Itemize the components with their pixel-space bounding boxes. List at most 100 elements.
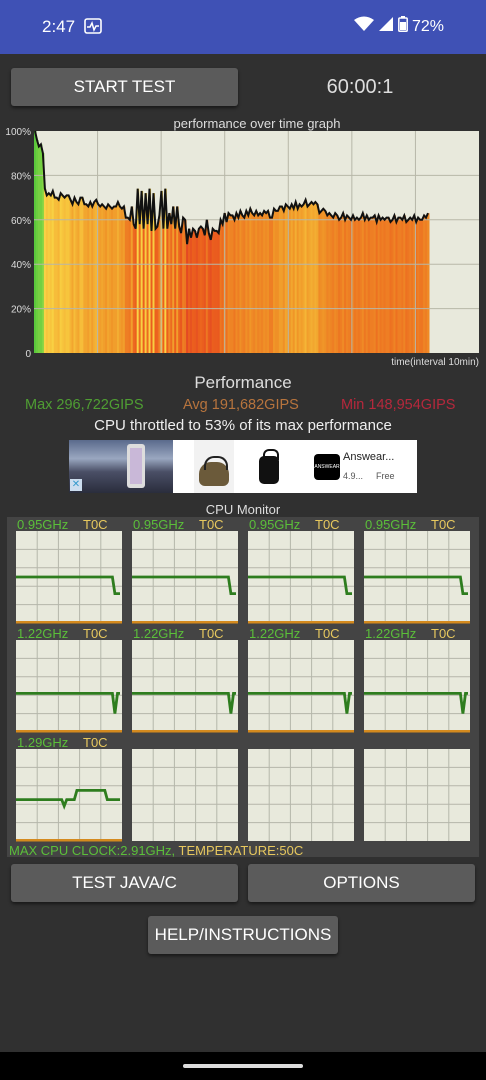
graph-bar [120,208,124,353]
graph-bar [113,206,116,353]
graph-bar [290,204,294,353]
graph-bar [199,226,203,353]
graph-bar [164,188,167,353]
graph-bar [409,217,412,353]
graph-bar [276,210,280,353]
cpu-core-temp: T0C [315,517,340,532]
graph-bar [326,215,329,353]
graph-bar [83,204,86,353]
graph-bar [243,217,246,353]
home-gesture-handle[interactable] [183,1064,303,1068]
y-tick-label: 0 [25,349,31,360]
cpu-core-temp: T0C [83,517,108,532]
graph-bar [192,228,195,353]
graph-bar [302,204,306,353]
cpu-core-graph [132,749,238,841]
graph-bar [237,217,240,353]
navigation-bar [0,1052,486,1080]
graph-bar [427,213,430,353]
cpu-frequency-trace [16,692,120,714]
graph-title: performance over time graph [173,116,341,131]
graph-bar [150,230,154,353]
graph-bar [393,215,396,353]
timer-display: 60:00:1 [326,76,394,98]
ad-app-logo[interactable]: ANSWEAR [314,454,340,480]
graph-bar [363,219,367,353]
graph-bar [99,206,102,353]
graph-bar [401,219,404,353]
test-java-c-button[interactable]: TEST JAVA/C [11,864,238,902]
graph-bar [308,204,312,353]
graph-bar [312,204,315,353]
cpu-frequency-trace [16,575,120,595]
status-bar: 2:47 72% [0,0,486,54]
graph-bar [259,213,262,353]
graph-bar [43,188,47,353]
graph-bar [261,215,264,353]
graph-bar [69,199,73,353]
graph-bar [330,215,333,353]
graph-bar [251,213,254,353]
cpu-core-frequency: 0.95GHz [133,517,184,532]
cpu-frequency-trace [132,575,236,595]
cpu-core-frequency: 0.95GHz [249,517,300,532]
graph-bar [93,202,96,353]
graph-bar [282,210,286,353]
graph-bar [377,215,381,353]
graph-bar [357,219,361,353]
ad-city-image[interactable]: ✕ [69,440,173,493]
graph-bar [190,237,193,353]
help-instructions-button[interactable]: HELP/INSTRUCTIONS [148,916,338,954]
start-test-button[interactable]: START TEST [11,68,238,106]
graph-bar [35,139,39,353]
graph-bar [142,228,146,353]
pulse-icon [84,18,102,39]
graph-bar [188,228,191,353]
cpu-core-temp: T0C [199,517,224,532]
ad-backpack-image[interactable] [255,446,283,486]
graph-bar [152,193,155,353]
graph-bar [310,202,313,353]
ad-banner[interactable]: ✕ ANSWEAR Answear... 4.9... Free [69,440,417,493]
cpu-core-frequency: 1.22GHz [249,626,300,641]
graph-bar [134,228,138,353]
graph-bar [59,193,63,353]
max-stat: Max 296,722GIPS [25,397,144,413]
options-button[interactable]: OPTIONS [248,864,475,902]
graph-bar [146,224,150,353]
graph-bar [103,206,106,353]
cpu-core-graph [16,749,122,841]
max-cpu-clock: MAX CPU CLOCK:2.91GHz, [9,843,176,858]
graph-bar [81,197,84,353]
graph-bar [170,224,173,353]
graph-bar [225,222,229,353]
cpu-temp-bar [364,730,470,733]
graph-bar [253,215,256,353]
graph-bar [205,219,209,353]
graph-bar [79,197,82,353]
battery-icon [398,16,408,37]
graph-bar [304,199,308,353]
graph-bar [114,206,118,353]
throttle-message: CPU throttled to 53% of its max performa… [94,417,392,434]
cpu-core-frequency: 1.29GHz [17,735,68,750]
graph-bar [95,199,98,353]
graph-bar [148,188,152,353]
ad-close-icon[interactable]: ✕ [70,479,82,491]
ad-app-title[interactable]: Answear... [343,451,395,463]
cpu-core-frequency: 0.95GHz [365,517,416,532]
cpu-traces: 0.95GHz T0C 0.95GHz T0C 0.95GHz T0C 0.95GHz T0C… [16,517,470,842]
graph-bar [355,217,359,353]
graph-bar [353,219,357,353]
graph-bar [294,202,298,353]
graph-bar [342,213,345,353]
cpu-temp-bar [132,621,238,624]
ad-bag-image[interactable] [194,440,234,493]
graph-bar [138,224,142,353]
graph-bar [332,217,335,353]
graph-bar [300,206,304,353]
graph-bar [417,217,420,353]
graph-bar [91,206,94,353]
graph-bar [280,206,284,353]
graph-bar [249,208,252,353]
